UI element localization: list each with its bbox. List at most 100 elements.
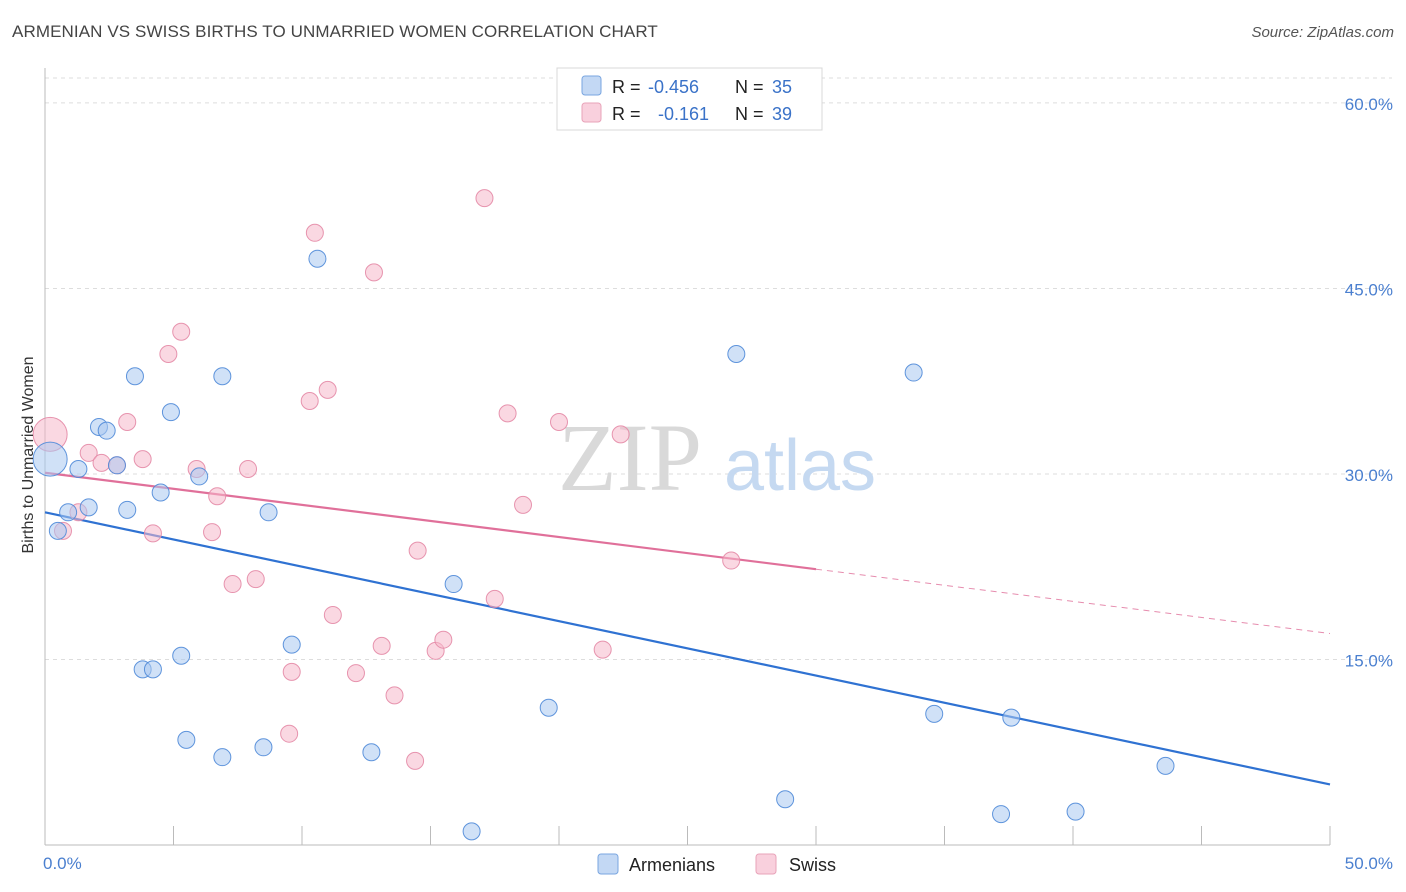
point-armenians bbox=[107, 456, 126, 475]
point-swiss bbox=[208, 487, 227, 506]
point-swiss bbox=[159, 344, 178, 363]
point-swiss bbox=[172, 322, 191, 341]
y-tick-label: 60.0% bbox=[1345, 95, 1393, 114]
y-tick-label: 15.0% bbox=[1345, 651, 1393, 670]
point-swiss bbox=[408, 541, 427, 560]
bottom-legend-label-swiss: Swiss bbox=[789, 855, 836, 875]
point-armenians bbox=[161, 403, 180, 422]
bottom-legend-label-armenians: Armenians bbox=[629, 855, 715, 875]
point-armenians bbox=[1002, 708, 1021, 727]
legend-swatch-armenians bbox=[581, 75, 602, 96]
point-armenians bbox=[462, 822, 481, 841]
watermark-zip: ZIP bbox=[558, 404, 702, 511]
trend-line-armenians bbox=[44, 511, 1331, 786]
point-armenians bbox=[59, 503, 78, 522]
legend-n-value-1: 35 bbox=[772, 77, 792, 97]
point-swiss bbox=[372, 636, 391, 655]
point-armenians bbox=[259, 503, 278, 522]
y-tick-label: 45.0% bbox=[1345, 280, 1393, 299]
watermark: ZIP atlas bbox=[558, 404, 876, 511]
point-armenians bbox=[925, 704, 944, 723]
point-armenians bbox=[444, 575, 463, 594]
point-swiss bbox=[385, 686, 404, 705]
legend-r-label-1: R = bbox=[612, 77, 641, 97]
tick-labels: 15.0% 30.0% 45.0% 60.0% 0.0% 50.0% bbox=[43, 95, 1393, 873]
point-swiss bbox=[305, 223, 324, 242]
correlation-legend: R = -0.456 N = 35 R = -0.161 N = 39 bbox=[556, 67, 823, 131]
point-swiss bbox=[203, 523, 222, 542]
point-swiss bbox=[498, 404, 517, 423]
legend-r-label-2: R = bbox=[612, 104, 641, 124]
point-armenians bbox=[362, 743, 381, 762]
point-armenians bbox=[213, 367, 232, 386]
y-axis-label: Births to Unmarried Women bbox=[20, 356, 37, 553]
point-armenians bbox=[151, 483, 170, 502]
x-tick-label: 0.0% bbox=[43, 854, 82, 873]
point-armenians bbox=[1156, 756, 1175, 775]
series-legend: Armenians Swiss bbox=[597, 853, 836, 875]
point-swiss bbox=[143, 524, 162, 543]
point-armenians bbox=[143, 660, 162, 679]
trend-line-swiss bbox=[44, 471, 817, 571]
bottom-legend-swatch-swiss bbox=[755, 853, 777, 875]
point-swiss bbox=[118, 413, 137, 432]
point-armenians bbox=[48, 521, 67, 540]
point-swiss bbox=[133, 450, 152, 469]
legend-r-value-1: -0.456 bbox=[648, 77, 699, 97]
source-label: Source: ZipAtlas.com bbox=[1251, 24, 1394, 41]
point-armenians bbox=[69, 460, 88, 479]
point-armenians bbox=[177, 730, 196, 749]
point-armenians bbox=[727, 344, 746, 363]
point-swiss bbox=[475, 189, 494, 208]
point-swiss bbox=[79, 443, 98, 462]
legend-n-label-1: N = bbox=[735, 77, 764, 97]
point-swiss bbox=[280, 724, 299, 743]
point-armenians bbox=[190, 467, 209, 486]
legend-n-value-2: 39 bbox=[772, 104, 792, 124]
legend-swatch-swiss bbox=[581, 102, 602, 123]
data-points bbox=[32, 189, 1175, 841]
point-swiss bbox=[323, 605, 342, 624]
point-swiss bbox=[300, 391, 319, 410]
point-swiss bbox=[722, 551, 741, 570]
watermark-atlas: atlas bbox=[724, 426, 876, 506]
point-swiss bbox=[282, 662, 301, 681]
trend-line-swiss-extension bbox=[815, 568, 1331, 635]
point-swiss bbox=[223, 575, 242, 594]
point-swiss bbox=[593, 640, 612, 659]
point-armenians bbox=[97, 421, 116, 440]
point-swiss bbox=[434, 630, 453, 649]
gridlines bbox=[45, 77, 1392, 660]
point-armenians bbox=[79, 498, 98, 517]
point-swiss bbox=[346, 664, 365, 683]
point-swiss bbox=[406, 751, 425, 770]
point-armenians bbox=[213, 748, 232, 767]
point-armenians bbox=[254, 738, 273, 757]
point-swiss bbox=[514, 495, 533, 514]
chart-title: ARMENIAN VS SWISS BIRTHS TO UNMARRIED WO… bbox=[12, 22, 658, 41]
point-armenians bbox=[32, 441, 68, 477]
point-swiss bbox=[246, 570, 265, 589]
point-swiss bbox=[364, 263, 383, 282]
point-armenians bbox=[904, 363, 923, 382]
point-armenians bbox=[539, 698, 558, 717]
legend-r-value-2: -0.161 bbox=[658, 104, 709, 124]
point-armenians bbox=[282, 635, 301, 654]
point-swiss bbox=[92, 453, 111, 472]
x-tick-label: 50.0% bbox=[1345, 854, 1393, 873]
point-armenians bbox=[776, 790, 795, 809]
point-armenians bbox=[125, 367, 144, 386]
point-swiss bbox=[550, 413, 568, 432]
point-swiss bbox=[318, 380, 337, 399]
point-swiss bbox=[485, 589, 504, 608]
bottom-legend-swatch-armenians bbox=[597, 853, 619, 875]
point-armenians bbox=[992, 805, 1011, 824]
point-armenians bbox=[1066, 802, 1085, 821]
y-tick-label: 30.0% bbox=[1345, 466, 1393, 485]
point-swiss bbox=[239, 460, 258, 479]
point-swiss bbox=[611, 425, 630, 444]
trend-lines bbox=[44, 471, 1331, 786]
point-armenians bbox=[308, 249, 327, 268]
point-armenians bbox=[172, 646, 191, 665]
